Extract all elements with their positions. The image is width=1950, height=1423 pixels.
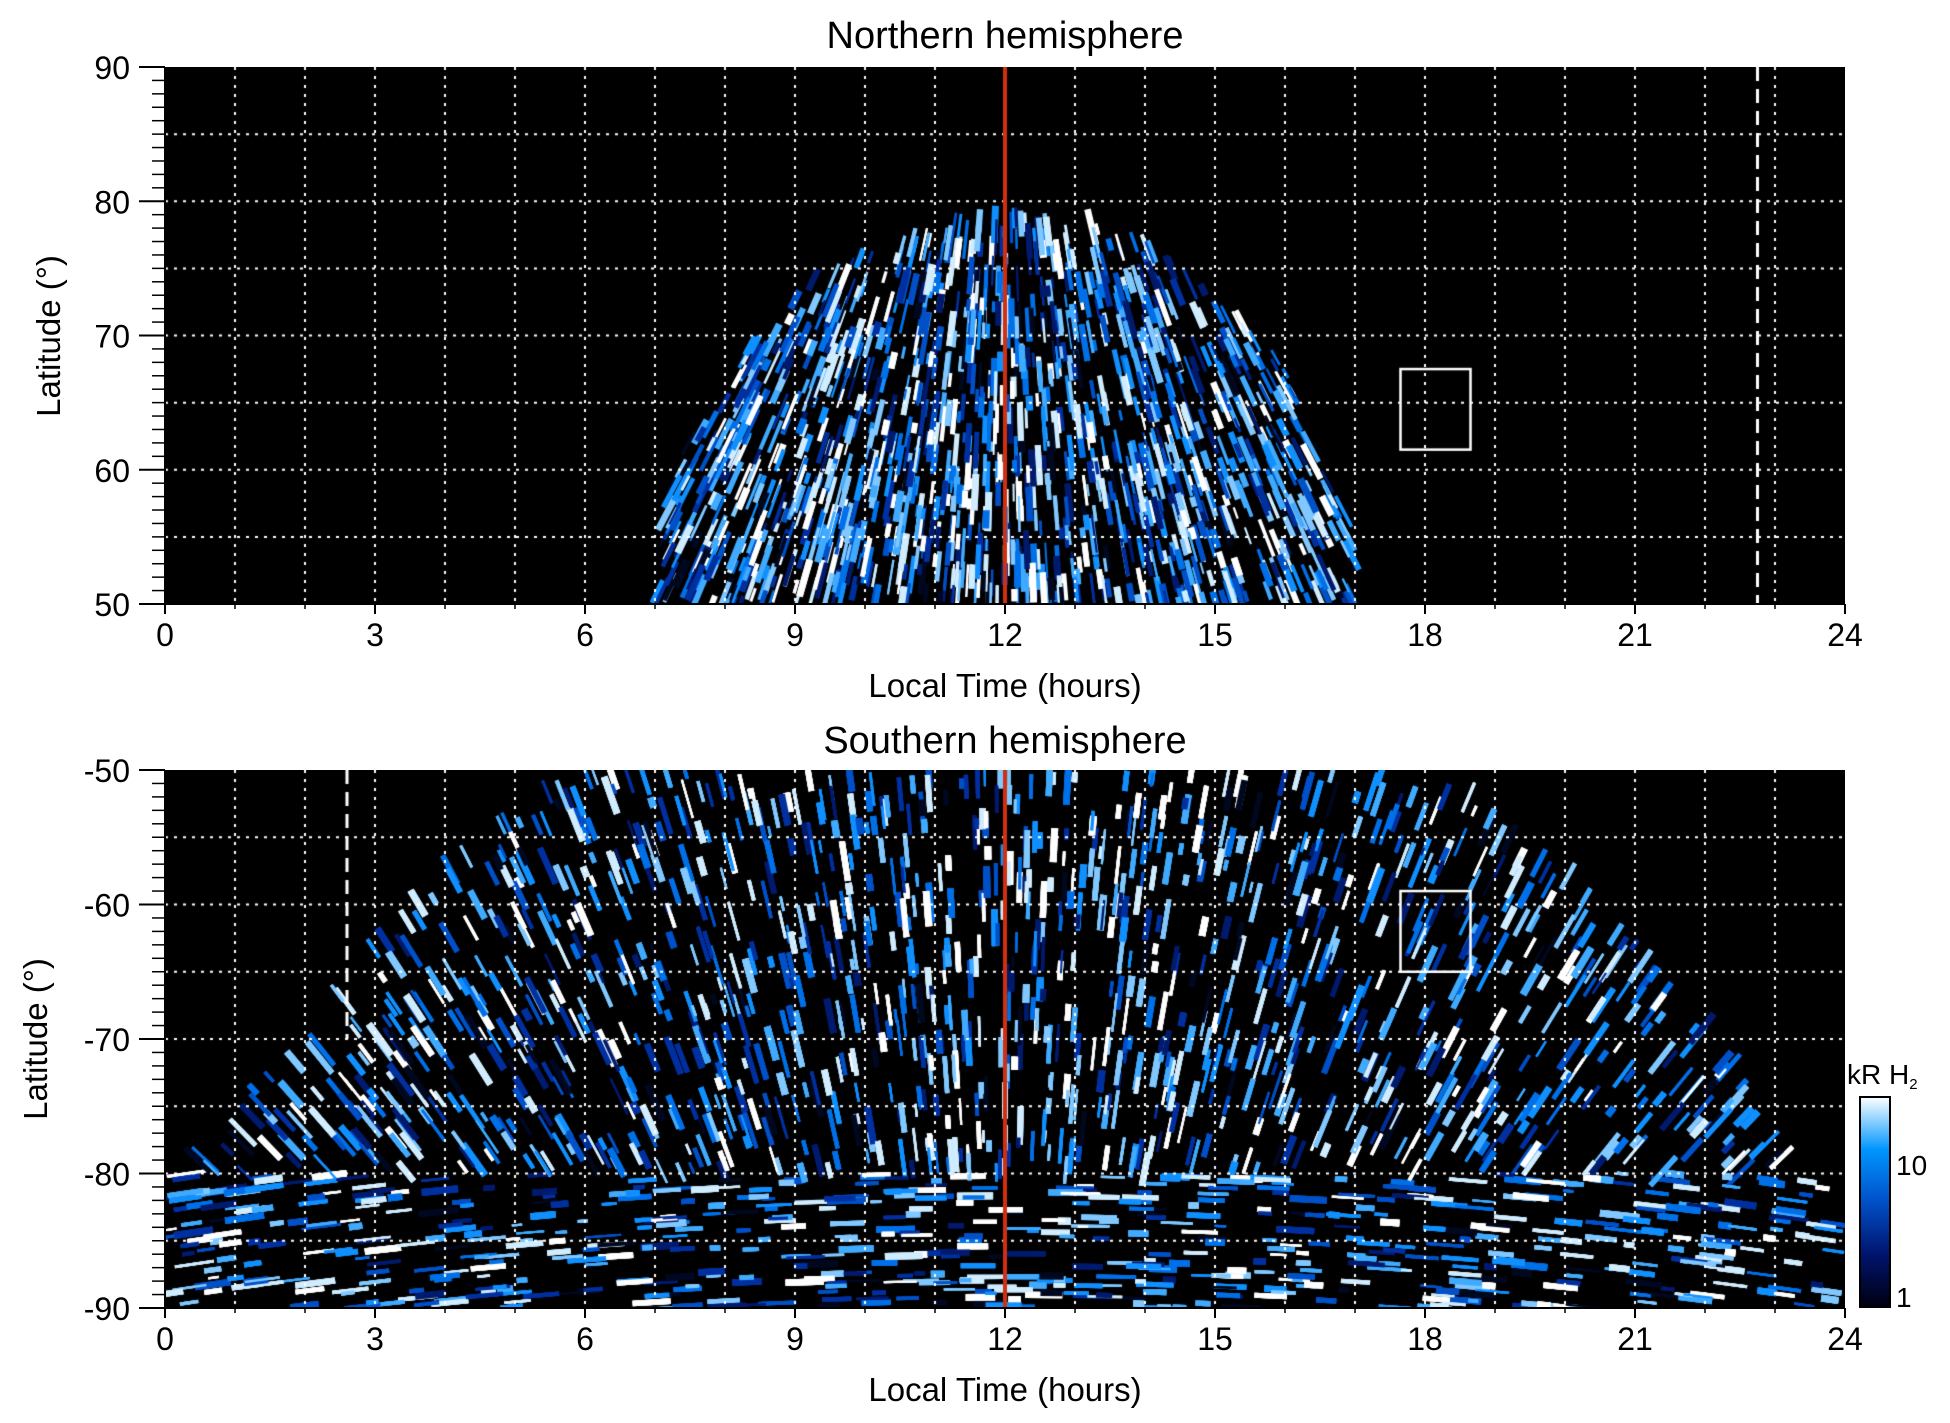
colorbar-tick-1: 1 — [1896, 1282, 1912, 1313]
x-tick-label: 18 — [1407, 617, 1443, 653]
x-tick-label: 15 — [1197, 1321, 1233, 1357]
north-xlabel: Local Time (hours) — [868, 667, 1141, 704]
south-heatmap — [165, 770, 1845, 1308]
y-tick-label: 50 — [94, 587, 130, 623]
x-tick-label: 21 — [1617, 617, 1653, 653]
y-tick-label: -60 — [84, 888, 130, 924]
colorbar-tick-10: 10 — [1896, 1150, 1927, 1181]
colorbar-frame — [1859, 1096, 1891, 1308]
x-tick-label: 0 — [156, 617, 174, 653]
x-tick-label: 24 — [1827, 617, 1863, 653]
colorbar: kR H2 10 1 — [1847, 1059, 1927, 1313]
north-title: Northern hemisphere — [827, 15, 1184, 57]
x-tick-label: 3 — [366, 1321, 384, 1357]
x-tick-label: 9 — [786, 1321, 804, 1357]
y-tick-label: 70 — [94, 319, 130, 355]
x-tick-label: 9 — [786, 617, 804, 653]
south-title: Southern hemisphere — [823, 720, 1186, 762]
y-tick-label: -90 — [84, 1291, 130, 1327]
x-tick-label: 21 — [1617, 1321, 1653, 1357]
x-tick-label: 0 — [156, 1321, 174, 1357]
south-xlabel: Local Time (hours) — [868, 1371, 1141, 1408]
colorbar-gradient — [1860, 1097, 1890, 1307]
south-axes: 0 3 6 9 12 15 18 21 24 -90 -80 -70 -60 -50 — [84, 753, 1863, 1357]
y-tick-label: -80 — [84, 1157, 130, 1193]
x-tick-label: 12 — [987, 1321, 1023, 1357]
north-axes: 0 3 6 9 12 15 18 21 24 50 60 70 80 90 — [94, 50, 1862, 653]
x-tick-label: 6 — [576, 617, 594, 653]
y-tick-label: 60 — [94, 453, 130, 489]
north-ylabel: Latitude (°) — [30, 255, 67, 417]
x-tick-label: 12 — [987, 617, 1023, 653]
north-heatmap — [165, 67, 1845, 604]
colorbar-label: kR H2 — [1847, 1059, 1918, 1093]
y-tick-label: 90 — [94, 50, 130, 86]
y-tick-label: -70 — [84, 1022, 130, 1058]
x-tick-label: 15 — [1197, 617, 1233, 653]
x-tick-label: 24 — [1827, 1321, 1863, 1357]
x-tick-label: 6 — [576, 1321, 594, 1357]
south-ylabel: Latitude (°) — [17, 958, 54, 1120]
x-tick-label: 18 — [1407, 1321, 1443, 1357]
y-tick-label: -50 — [84, 753, 130, 789]
x-tick-label: 3 — [366, 617, 384, 653]
y-tick-label: 80 — [94, 184, 130, 220]
